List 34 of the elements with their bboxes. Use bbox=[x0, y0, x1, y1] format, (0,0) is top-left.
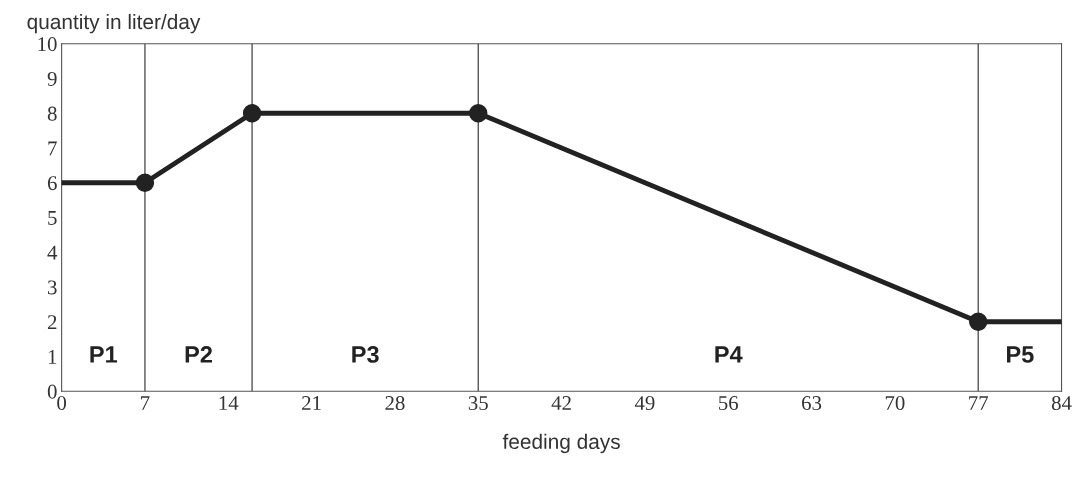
y-tick-label: 2 bbox=[47, 315, 57, 329]
x-tick-label: 84 bbox=[1051, 396, 1072, 411]
annotation: P3 bbox=[352, 346, 379, 363]
y-tick-label: 8 bbox=[47, 106, 57, 121]
x-tick-label: 28 bbox=[385, 396, 405, 411]
x-tick-label: 49 bbox=[634, 396, 655, 411]
annotation: P1 bbox=[90, 346, 118, 363]
y-axis-title: quantity in liter/day bbox=[27, 13, 201, 34]
x-tick-label: 35 bbox=[468, 396, 488, 411]
x-tick-label: 42 bbox=[551, 396, 571, 410]
annotation: P2 bbox=[185, 346, 213, 363]
y-tick-label: 1 bbox=[48, 349, 57, 364]
y-tick-label: 5 bbox=[48, 211, 57, 225]
annotation: P4 bbox=[715, 346, 743, 363]
x-tick-label: 14 bbox=[219, 396, 239, 410]
x-tick-label: 21 bbox=[302, 396, 321, 410]
x-tick-label: 70 bbox=[885, 396, 905, 411]
x-axis-title: feeding days bbox=[502, 433, 620, 454]
point bbox=[469, 104, 488, 123]
y-tick-label: 9 bbox=[47, 71, 57, 86]
x-tick-label: 77 bbox=[969, 396, 989, 410]
y-tick-label: 3 bbox=[48, 280, 57, 295]
point bbox=[969, 312, 988, 331]
y-tick-label: 10 bbox=[38, 37, 57, 52]
y-tick-label: 4 bbox=[47, 245, 58, 260]
point bbox=[242, 104, 262, 123]
y-tick-label: 7 bbox=[48, 141, 57, 156]
y-tick-label: 6 bbox=[47, 176, 57, 191]
annotation: P5 bbox=[1007, 346, 1034, 363]
y-tick-label: 0 bbox=[47, 384, 57, 399]
x-tick-label: 63 bbox=[802, 396, 822, 411]
point bbox=[135, 173, 155, 192]
x-tick-label: 7 bbox=[141, 396, 150, 410]
x-tick-label: 56 bbox=[719, 396, 739, 411]
